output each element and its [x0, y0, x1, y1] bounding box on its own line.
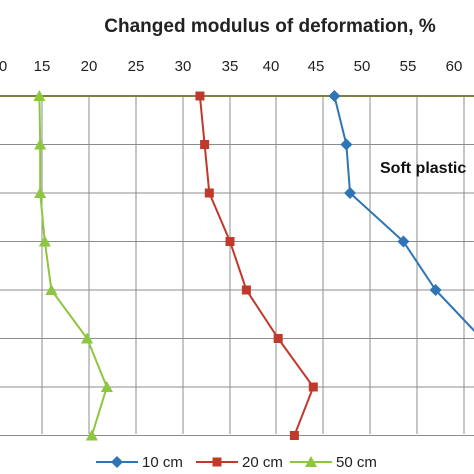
- legend-label: 20 cm: [242, 454, 283, 471]
- data-point: [200, 140, 210, 149]
- data-point: [34, 138, 47, 150]
- data-point: [305, 456, 317, 467]
- data-point: [100, 381, 113, 392]
- data-point: [34, 187, 47, 198]
- x-tick-label: 25: [128, 58, 145, 75]
- data-point: [45, 284, 58, 295]
- series-line: [38, 95, 108, 436]
- x-tick-label: 45: [308, 58, 325, 75]
- legend-item: 50 cm: [290, 454, 377, 471]
- legend-label: 50 cm: [336, 454, 377, 471]
- data-point: [344, 187, 357, 199]
- series-20-cm: [195, 91, 318, 440]
- series-line: [198, 95, 315, 436]
- x-tick-label: 60: [446, 58, 463, 75]
- chart-title: Changed modulus of deformation, %: [104, 16, 436, 37]
- data-point: [241, 285, 251, 295]
- data-point: [195, 91, 205, 101]
- series-50-cm: [33, 90, 113, 441]
- data-point: [328, 90, 341, 102]
- data-point: [225, 237, 235, 246]
- data-point: [289, 431, 299, 440]
- x-tick-labels: 0 15 20 25 30 35 40 45 50 55 60: [0, 58, 462, 75]
- series-lines: [33, 90, 474, 441]
- x-tick-label: 30: [175, 58, 192, 75]
- data-point: [397, 235, 410, 248]
- legend-label: 10 cm: [142, 454, 183, 471]
- legend: 10 cm 20 cm 50 cm: [96, 454, 377, 471]
- x-tick-label: 35: [222, 58, 239, 75]
- series-line: [333, 95, 474, 332]
- data-point: [212, 457, 222, 467]
- x-tick-label: 55: [400, 58, 417, 75]
- data-point: [204, 188, 214, 198]
- data-point: [273, 334, 283, 343]
- series-10-cm: [328, 90, 474, 332]
- x-tick-label: 50: [354, 58, 371, 75]
- x-tick-label: 15: [34, 58, 51, 75]
- x-tick-label: 40: [263, 58, 280, 75]
- data-point: [340, 138, 353, 151]
- x-tick-label: 20: [81, 58, 98, 75]
- data-point: [81, 332, 94, 344]
- legend-item: 10 cm: [96, 454, 183, 471]
- plot-grid: [0, 96, 474, 436]
- soft-plastic-annotation: Soft plastic: [380, 160, 466, 177]
- data-point: [429, 284, 442, 296]
- data-point: [308, 382, 318, 392]
- data-point: [38, 235, 51, 247]
- data-point: [85, 429, 98, 441]
- data-point: [33, 90, 46, 101]
- legend-item: 20 cm: [196, 454, 283, 471]
- x-tick-label: 0: [0, 58, 7, 75]
- data-point: [111, 456, 123, 468]
